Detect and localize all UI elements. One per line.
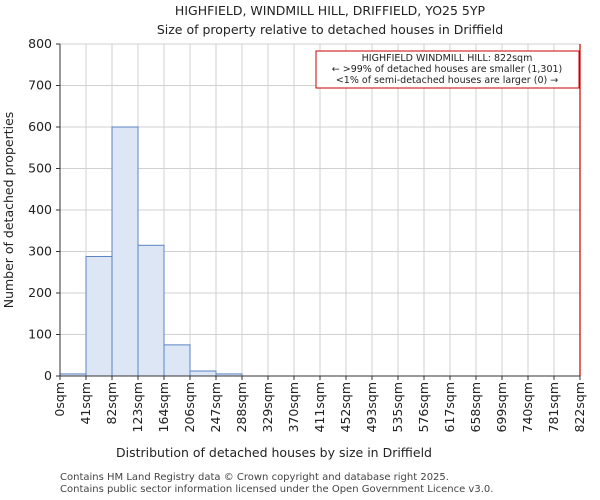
x-tick-label: 617sqm <box>442 382 457 432</box>
x-tick-label: 247sqm <box>208 382 223 432</box>
x-tick-label: 576sqm <box>416 382 431 432</box>
annotation-box: HIGHFIELD WINDMILL HILL: 822sqm ← >99% o… <box>315 50 580 89</box>
chart-title: HIGHFIELD, WINDMILL HILL, DRIFFIELD, YO2… <box>175 3 486 18</box>
x-tick-label: 370sqm <box>286 382 301 432</box>
x-tick-label: 493sqm <box>364 382 379 432</box>
x-tick-label: 82sqm <box>104 382 119 425</box>
x-tick-label: 41sqm <box>78 382 93 425</box>
y-tick-label: 0 <box>44 368 52 383</box>
x-tick-label: 740sqm <box>520 382 535 432</box>
x-tick-label: 658sqm <box>468 382 483 432</box>
annotation-line-2: ← >99% of detached houses are smaller (1… <box>332 64 563 75</box>
x-tick-label: 329sqm <box>260 382 275 432</box>
x-tick-label: 123sqm <box>130 382 145 432</box>
x-tick-label: 411sqm <box>312 382 327 432</box>
footer-line-2: Contains public sector information licen… <box>60 484 494 495</box>
y-tick-label: 700 <box>28 78 52 93</box>
annotation-line-3: <1% of semi-detached houses are larger (… <box>336 75 558 86</box>
bar <box>111 126 139 377</box>
x-tick-label: 0sqm <box>52 382 67 417</box>
y-tick-label: 800 <box>28 36 52 51</box>
x-tick-label: 781sqm <box>546 382 561 432</box>
annotation-frame <box>315 50 580 89</box>
y-tick-label: 500 <box>28 161 52 176</box>
y-tick-label: 100 <box>28 327 52 342</box>
x-tick-label: 164sqm <box>156 382 171 432</box>
x-tick-label: 288sqm <box>234 382 249 432</box>
y-tick-label: 400 <box>28 202 52 217</box>
y-tick-label: 300 <box>28 244 52 259</box>
footer-line-1: Contains HM Land Registry data © Crown c… <box>60 472 449 483</box>
x-tick-label: 452sqm <box>338 382 353 432</box>
y-ticks: 0 100 200 300 400 500 600 700 800 <box>28 36 60 383</box>
bar <box>189 370 217 377</box>
x-tick-label: 822sqm <box>572 382 587 432</box>
y-tick-label: 600 <box>28 119 52 134</box>
bar <box>137 244 165 377</box>
bar <box>85 255 113 377</box>
bar <box>163 344 191 377</box>
x-axis-label: Distribution of detached houses by size … <box>116 445 432 460</box>
chart-subtitle: Size of property relative to detached ho… <box>157 22 503 37</box>
x-tick-label: 699sqm <box>494 382 509 432</box>
bars <box>59 126 243 377</box>
y-axis-label: Number of detached properties <box>1 112 16 309</box>
x-ticks: 0sqm 41sqm 82sqm 123sqm 164sqm 206sqm 247sqm 28… <box>52 376 587 432</box>
y-tick-label: 200 <box>28 285 52 300</box>
x-tick-label: 206sqm <box>182 382 197 432</box>
annotation-line-1: HIGHFIELD WINDMILL HILL: 822sqm <box>362 53 533 64</box>
x-tick-label: 535sqm <box>390 382 405 432</box>
